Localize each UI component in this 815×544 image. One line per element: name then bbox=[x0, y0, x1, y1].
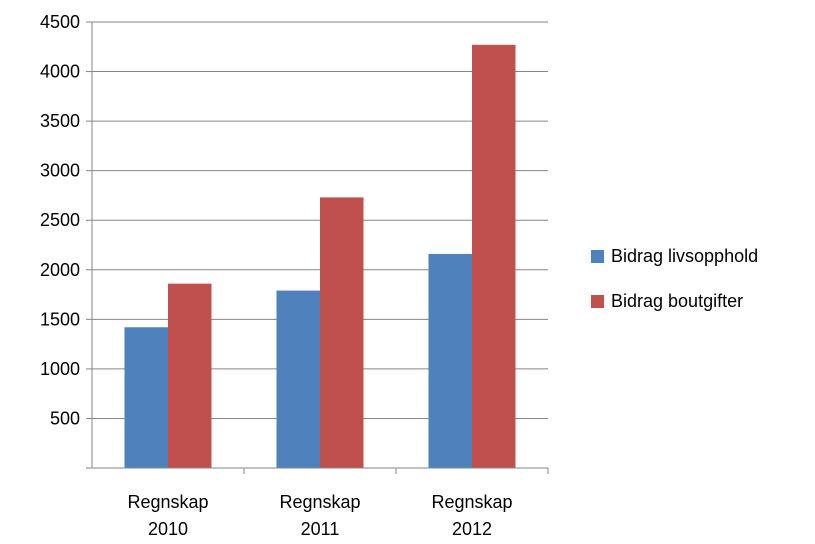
y-tick-label-2000: 2000 bbox=[40, 260, 80, 280]
x-category-label-2-line-1: Regnskap bbox=[279, 492, 360, 512]
bars bbox=[124, 44, 516, 468]
bar-bidrag-boutgifter-regnskap-2012 bbox=[472, 44, 516, 468]
legend-swatch-1 bbox=[591, 250, 604, 263]
bar-bidrag-boutgifter-regnskap-2011 bbox=[320, 197, 364, 468]
y-tick-label-3500: 3500 bbox=[40, 111, 80, 131]
y-tick-label-500: 500 bbox=[50, 408, 80, 428]
x-category-label-3-line-1: Regnskap bbox=[431, 492, 512, 512]
y-tick-label-1000: 1000 bbox=[40, 359, 80, 379]
y-tick-label-3000: 3000 bbox=[40, 161, 80, 181]
legend-swatch-2 bbox=[591, 295, 604, 308]
y-tick-label-4500: 4500 bbox=[40, 12, 80, 32]
bar-bidrag-livsopphold-regnskap-2011 bbox=[276, 290, 320, 468]
bar-bidrag-boutgifter-regnskap-2010 bbox=[168, 283, 212, 468]
y-tick-label-1500: 1500 bbox=[40, 309, 80, 329]
legend: Bidrag livsopphold Bidrag boutgifter bbox=[591, 246, 758, 311]
axes bbox=[86, 21, 549, 474]
legend-label-2: Bidrag boutgifter bbox=[611, 291, 743, 311]
legend-label-1: Bidrag livsopphold bbox=[611, 246, 758, 266]
x-category-label-1-line-1: Regnskap bbox=[127, 492, 208, 512]
x-category-label-2-line-2: 2011 bbox=[301, 519, 340, 539]
y-tick-label-4000: 4000 bbox=[40, 62, 80, 82]
x-category-label-1-line-2: 2010 bbox=[148, 519, 188, 539]
x-category-label-3-line-2: 2012 bbox=[452, 519, 492, 539]
y-tick-labels: 500 1000 1500 2000 2500 3000 3500 4000 4500 bbox=[40, 12, 80, 428]
bar-bidrag-livsopphold-regnskap-2010 bbox=[124, 327, 168, 468]
bar-bidrag-livsopphold-regnskap-2012 bbox=[428, 253, 472, 468]
x-category-labels: Regnskap 2010 Regnskap 2011 Regnskap 2012 bbox=[127, 492, 512, 539]
y-tick-label-2500: 2500 bbox=[40, 210, 80, 230]
